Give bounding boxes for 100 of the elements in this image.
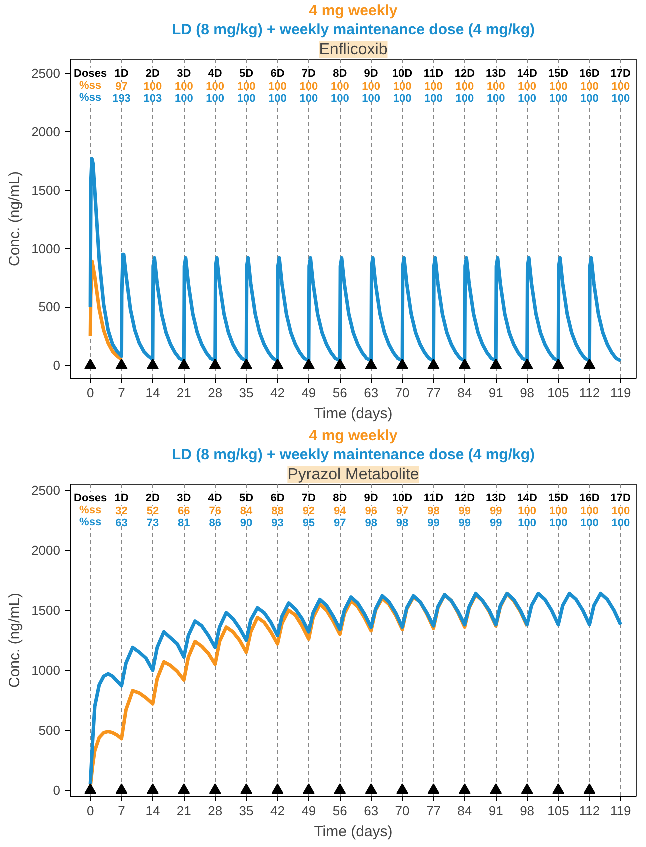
- annotation: 93: [272, 517, 284, 530]
- annotation: 193: [112, 93, 131, 106]
- annotation: 100: [268, 93, 287, 106]
- y-tick-label: 1000: [32, 663, 60, 678]
- annotation: 99: [458, 517, 472, 530]
- annotation: 10D: [392, 492, 413, 505]
- annotation: 100: [549, 80, 568, 93]
- text: 4 mg weekly: [309, 2, 398, 20]
- annotation: %ss: [80, 92, 102, 104]
- x-tick-label: 21: [176, 804, 192, 818]
- x-tick-label: 77: [426, 386, 441, 400]
- x-tick-label: 28: [208, 386, 223, 400]
- annotation: 14D: [517, 492, 538, 505]
- x-tick-label: 63: [364, 804, 379, 818]
- annotation: 12D: [454, 68, 476, 80]
- annotation: 100: [518, 517, 536, 530]
- x-tick-label: 7: [118, 386, 126, 400]
- text: 4 mg weekly: [309, 428, 398, 444]
- annotation: 100: [486, 80, 506, 93]
- x-tick-label: 28: [208, 804, 223, 818]
- annotation: 100: [300, 80, 318, 93]
- annotation: 100: [174, 80, 194, 93]
- annotation: 11D: [424, 492, 444, 505]
- annotation: Doses: [74, 492, 108, 505]
- x-tick-label: 42: [270, 386, 285, 400]
- annotation: 12D: [454, 492, 476, 505]
- annotation: 8D: [333, 492, 348, 505]
- annotation: 14D: [517, 68, 538, 80]
- annotation: 100: [362, 80, 381, 93]
- annotation: 7D: [302, 492, 316, 505]
- annotation: 100: [206, 80, 225, 93]
- annotation: 97: [116, 80, 128, 93]
- annotation: 100: [580, 93, 599, 106]
- annotation: 16D: [580, 492, 600, 505]
- annotation: 99: [428, 517, 440, 530]
- x-tick-label: 0: [86, 386, 94, 400]
- annotation: 13D: [486, 492, 506, 505]
- annotation: 3D: [177, 492, 192, 505]
- annotation: 15D: [548, 492, 569, 505]
- annotation: 94: [334, 505, 348, 518]
- annotation: 5D: [240, 68, 254, 80]
- annotation: 96: [365, 505, 378, 518]
- x-tick-label: 56: [332, 386, 348, 400]
- x-tick-label: 56: [332, 804, 348, 818]
- annotation: 17D: [610, 68, 632, 80]
- annotation: 100: [237, 93, 256, 106]
- annotation: 1D: [114, 68, 129, 80]
- annotation: 81: [178, 517, 190, 530]
- annotation: 103: [144, 93, 162, 106]
- annotation: 1D: [114, 492, 129, 505]
- annotation: 5D: [240, 492, 254, 505]
- y-tick-label: 1000: [32, 241, 60, 256]
- annotation: %ss: [80, 80, 102, 92]
- x-tick-label: 98: [520, 804, 535, 818]
- x-tick-label: 105: [548, 386, 570, 400]
- x-tick-label: 70: [395, 804, 410, 818]
- annotation: 100: [549, 505, 568, 518]
- annotation: 100: [518, 505, 536, 518]
- annotation: 100: [612, 80, 630, 93]
- annotation: 11D: [424, 68, 444, 80]
- annotation: 100: [518, 80, 536, 93]
- annotation: 100: [518, 93, 536, 106]
- x-tick-label: 119: [610, 804, 632, 818]
- x-axis-title: Time (days): [314, 824, 393, 840]
- y-axis-title: Conc. (ng/mL): [6, 171, 24, 267]
- annotation: 84: [240, 505, 254, 518]
- y-tick-label: 2500: [32, 483, 60, 498]
- annotation: 52: [146, 505, 160, 518]
- annotation: 6D: [270, 492, 285, 505]
- annotation: 100: [174, 93, 194, 106]
- x-tick-label: 98: [520, 386, 535, 400]
- annotation: 86: [209, 517, 222, 530]
- annotation: 100: [424, 80, 443, 93]
- annotation: 17D: [610, 492, 632, 505]
- x-tick-label: 84: [458, 804, 472, 818]
- annotation: 13D: [486, 68, 506, 80]
- y-tick-label: 2500: [32, 66, 60, 82]
- x-tick-label: 7: [118, 804, 126, 818]
- annotation: 76: [209, 505, 222, 518]
- annotation: 100: [206, 93, 225, 106]
- annotation: 100: [393, 93, 412, 106]
- chart-title: Enflicoxib: [319, 42, 388, 58]
- annotation: 100: [330, 93, 350, 106]
- x-tick-label: 0: [86, 804, 94, 818]
- x-tick-label: 70: [395, 386, 410, 400]
- annotation: 4D: [208, 492, 222, 505]
- annotation: 99: [458, 505, 472, 518]
- annotation: 100: [549, 517, 568, 530]
- annotation: 2D: [146, 492, 160, 505]
- annotation: Doses: [74, 68, 108, 80]
- annotation: 100: [580, 80, 599, 93]
- annotation: 10D: [392, 68, 413, 80]
- x-tick-label: 91: [488, 804, 504, 818]
- y-tick-label: 500: [38, 723, 61, 738]
- annotation: 100: [486, 93, 506, 106]
- annotation: 100: [580, 505, 599, 518]
- annotation: 99: [490, 505, 502, 518]
- annotation: 100: [580, 517, 599, 530]
- x-tick-label: 14: [146, 804, 160, 818]
- annotation: 9D: [364, 68, 378, 80]
